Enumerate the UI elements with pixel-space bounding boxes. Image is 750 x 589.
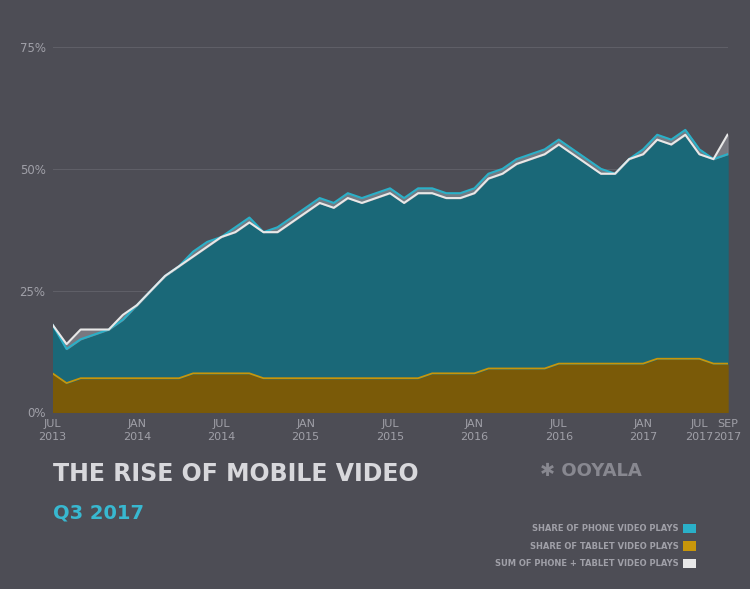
Text: SHARE OF TABLET VIDEO PLAYS: SHARE OF TABLET VIDEO PLAYS [530, 541, 679, 551]
Text: Q3 2017: Q3 2017 [53, 504, 143, 522]
Text: SUM OF PHONE + TABLET VIDEO PLAYS: SUM OF PHONE + TABLET VIDEO PLAYS [495, 559, 679, 568]
Text: ✱ OOYALA: ✱ OOYALA [540, 462, 642, 481]
Text: SHARE OF PHONE VIDEO PLAYS: SHARE OF PHONE VIDEO PLAYS [532, 524, 679, 533]
Text: THE RISE OF MOBILE VIDEO: THE RISE OF MOBILE VIDEO [53, 462, 419, 487]
